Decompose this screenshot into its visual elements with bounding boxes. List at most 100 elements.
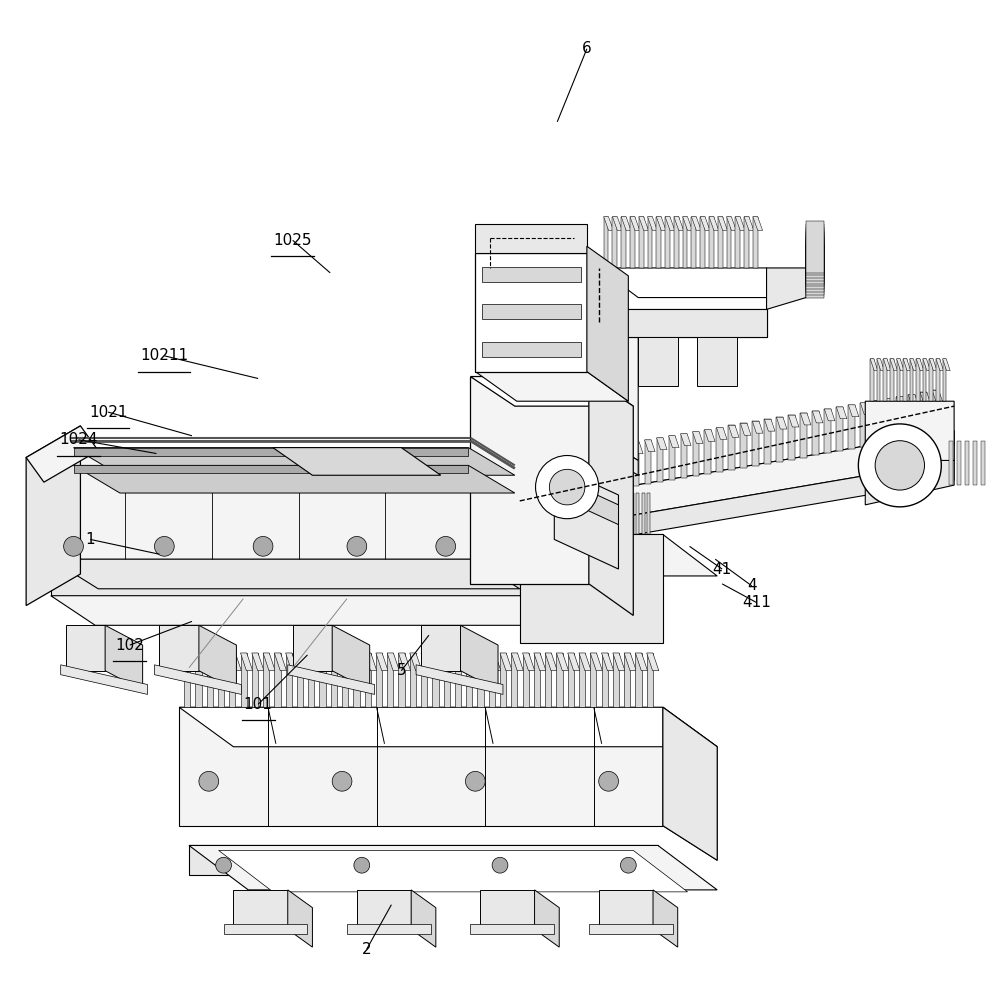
Polygon shape (603, 493, 606, 535)
Polygon shape (636, 493, 639, 535)
Polygon shape (700, 217, 705, 268)
Polygon shape (579, 653, 585, 707)
Polygon shape (293, 626, 332, 671)
Polygon shape (561, 454, 567, 499)
Polygon shape (923, 358, 926, 401)
Polygon shape (376, 653, 382, 707)
Polygon shape (574, 493, 578, 535)
Polygon shape (525, 460, 531, 505)
Polygon shape (105, 626, 143, 690)
Polygon shape (159, 626, 199, 671)
Polygon shape (920, 392, 931, 404)
Polygon shape (66, 626, 105, 671)
Polygon shape (179, 707, 717, 746)
Polygon shape (500, 653, 512, 671)
Polygon shape (74, 465, 515, 493)
Polygon shape (916, 358, 924, 370)
Polygon shape (179, 707, 663, 826)
Polygon shape (525, 460, 535, 472)
Polygon shape (554, 465, 618, 569)
Polygon shape (224, 925, 307, 935)
Polygon shape (568, 653, 574, 707)
Polygon shape (716, 428, 727, 440)
Polygon shape (621, 217, 626, 268)
Polygon shape (612, 217, 622, 231)
Polygon shape (482, 305, 581, 319)
Polygon shape (274, 653, 281, 707)
Polygon shape (297, 653, 303, 707)
Polygon shape (903, 358, 907, 401)
Polygon shape (534, 653, 546, 671)
Polygon shape (718, 217, 727, 231)
Polygon shape (421, 653, 433, 671)
Polygon shape (319, 653, 326, 707)
Polygon shape (252, 653, 258, 707)
Polygon shape (573, 452, 579, 497)
Polygon shape (932, 390, 943, 402)
Polygon shape (656, 217, 661, 268)
Polygon shape (549, 456, 559, 468)
Polygon shape (51, 559, 520, 589)
Polygon shape (569, 493, 572, 535)
Polygon shape (416, 665, 503, 694)
Polygon shape (561, 454, 571, 466)
Polygon shape (466, 653, 478, 671)
Polygon shape (589, 310, 638, 460)
Circle shape (64, 537, 83, 556)
Polygon shape (860, 403, 867, 447)
Polygon shape (331, 653, 337, 707)
Text: 6: 6 (582, 42, 592, 56)
Polygon shape (411, 890, 436, 947)
Polygon shape (535, 493, 538, 535)
Circle shape (332, 771, 352, 791)
Polygon shape (806, 236, 824, 286)
Polygon shape (252, 653, 264, 671)
Polygon shape (591, 493, 594, 535)
Polygon shape (455, 653, 467, 671)
Polygon shape (665, 217, 675, 231)
Circle shape (354, 857, 370, 873)
Text: 1: 1 (85, 532, 95, 546)
Polygon shape (604, 217, 608, 268)
Polygon shape (537, 458, 543, 503)
Polygon shape (657, 438, 667, 449)
Circle shape (216, 857, 231, 873)
Polygon shape (865, 460, 954, 505)
Polygon shape (877, 358, 884, 370)
Polygon shape (776, 417, 783, 461)
Polygon shape (657, 438, 663, 482)
Polygon shape (602, 653, 608, 707)
Polygon shape (556, 653, 569, 671)
Polygon shape (764, 420, 771, 463)
Polygon shape (653, 890, 678, 947)
Polygon shape (896, 397, 903, 441)
Polygon shape (621, 444, 627, 488)
Polygon shape (482, 267, 581, 282)
Polygon shape (61, 665, 148, 694)
Polygon shape (241, 653, 253, 671)
Polygon shape (353, 653, 360, 707)
Polygon shape (51, 559, 520, 596)
Polygon shape (589, 925, 673, 935)
Polygon shape (776, 417, 787, 429)
Polygon shape (648, 217, 652, 268)
Polygon shape (482, 342, 581, 356)
Polygon shape (693, 432, 703, 444)
Text: 1021: 1021 (89, 405, 127, 420)
Polygon shape (189, 845, 717, 890)
Polygon shape (477, 653, 490, 671)
Polygon shape (674, 217, 684, 231)
Polygon shape (691, 217, 701, 231)
Polygon shape (273, 447, 441, 475)
Polygon shape (800, 413, 811, 425)
Polygon shape (612, 217, 617, 268)
Polygon shape (470, 925, 554, 935)
Polygon shape (387, 653, 393, 707)
Polygon shape (365, 653, 377, 671)
Polygon shape (568, 653, 580, 671)
Polygon shape (788, 415, 795, 459)
Polygon shape (613, 653, 625, 671)
Polygon shape (870, 358, 874, 401)
Polygon shape (613, 653, 619, 707)
Polygon shape (648, 217, 657, 231)
